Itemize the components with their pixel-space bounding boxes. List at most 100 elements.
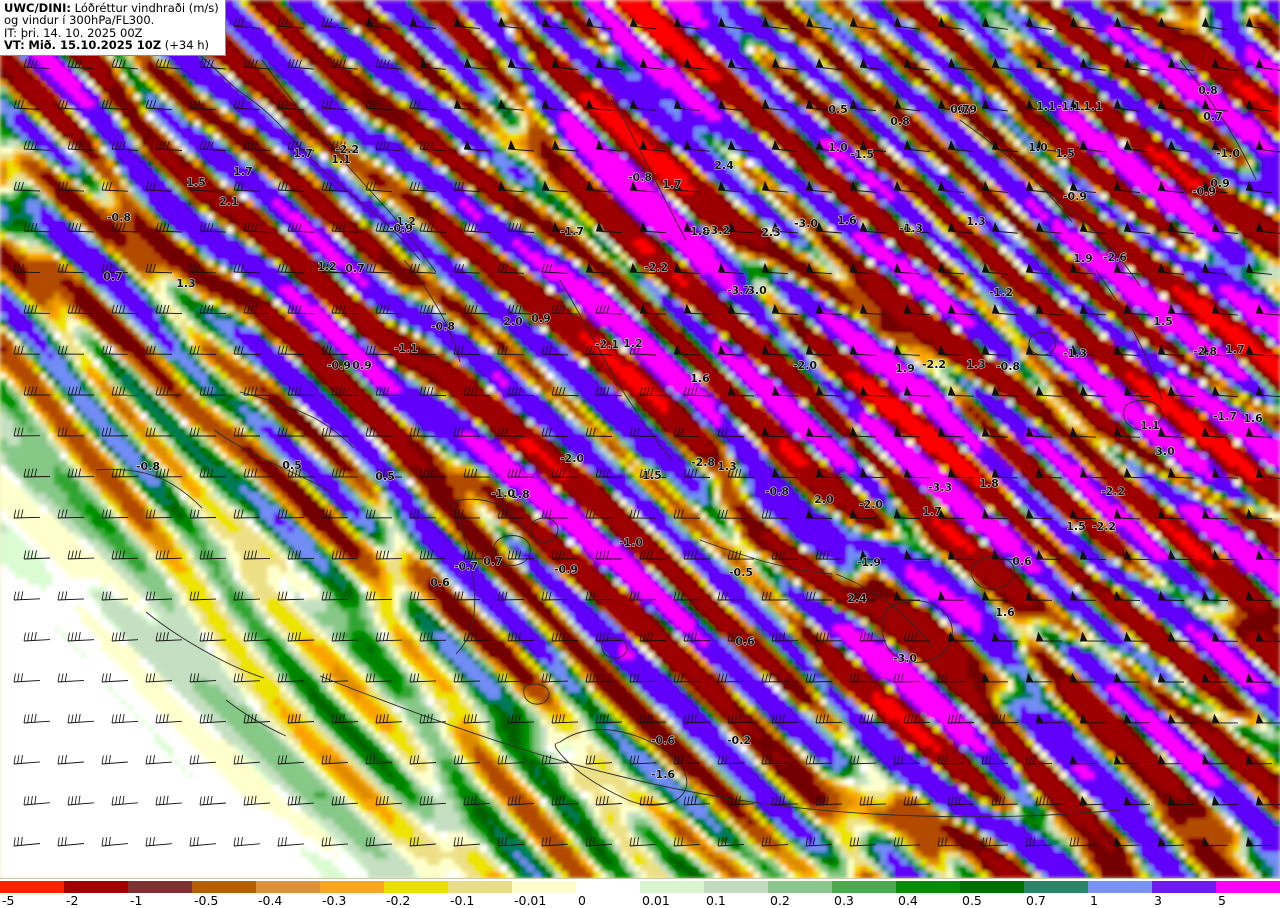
wind-barb (277, 427, 305, 437)
wind-barb (673, 755, 701, 765)
wind-barb (1025, 837, 1053, 847)
wind-barb (111, 632, 139, 642)
wind-barb (771, 58, 798, 71)
color-scale-tick: -1 (130, 893, 143, 908)
wind-barb (893, 755, 921, 765)
wind-barb (1035, 467, 1063, 479)
wind-barb (595, 140, 622, 152)
wind-barb (67, 795, 94, 806)
extrema-label: 0.6 (430, 576, 450, 589)
wind-barb (717, 509, 745, 519)
color-swatch (1216, 881, 1280, 893)
wind-barb (453, 755, 481, 765)
wind-barb (321, 345, 349, 356)
wind-barb (629, 837, 656, 847)
wind-barb (321, 509, 349, 519)
wind-barb (1255, 385, 1280, 398)
wind-barb (1211, 467, 1239, 479)
wind-barb (243, 632, 271, 642)
wind-barb (727, 140, 754, 152)
wind-barb (111, 795, 138, 806)
wind-barb (585, 262, 613, 274)
wind-barb (639, 714, 667, 724)
wind-barb (321, 836, 348, 847)
color-scale-tick: 5 (1218, 893, 1226, 908)
wind-barb (805, 17, 832, 30)
wind-barb (1069, 672, 1097, 683)
color-swatch (1024, 881, 1088, 893)
wind-barb (849, 673, 877, 683)
extrema-label: -3.7 (727, 284, 751, 297)
wind-barb (497, 673, 525, 683)
extrema-label: 1.3 (176, 277, 196, 290)
extrema-label: 2.0 (503, 315, 523, 328)
wind-barb (189, 99, 216, 111)
wind-barb (937, 508, 965, 520)
wind-barb (1113, 344, 1140, 357)
coastline (493, 535, 531, 566)
wind-barb (1255, 304, 1280, 316)
wind-barb (277, 591, 305, 601)
wind-barb (1035, 549, 1063, 560)
extrema-label: 1.7 (922, 505, 942, 518)
wind-barb (375, 550, 403, 560)
extrema-label: 0.5 (282, 459, 302, 472)
wind-barb (981, 590, 1009, 601)
wind-barb (541, 673, 569, 683)
wind-barb (761, 426, 789, 438)
wind-barb (321, 673, 349, 683)
wind-barb (1123, 385, 1151, 397)
extrema-label: -2.8 (1193, 345, 1217, 358)
extrema-label: -0.5 (729, 566, 753, 579)
wind-barb (673, 99, 700, 111)
extrema-label: 1.9 (895, 362, 915, 375)
wind-barb (233, 99, 260, 111)
wind-barb (1245, 836, 1273, 847)
color-swatch (1152, 881, 1216, 893)
wind-barb (277, 673, 305, 683)
wind-barb (629, 17, 656, 30)
wind-barb (199, 222, 227, 233)
wind-barb (57, 509, 85, 519)
wind-barb (727, 58, 754, 71)
wind-barb (67, 58, 94, 70)
color-swatch (960, 881, 1024, 893)
wind-barb (101, 427, 129, 437)
extrema-label: -3.3 (928, 481, 952, 494)
coastline (261, 59, 437, 273)
wind-barb (155, 386, 183, 396)
wind-barb (277, 17, 304, 29)
wind-barb (937, 673, 965, 683)
wind-barb (947, 303, 974, 316)
wind-barb (815, 796, 843, 806)
extrema-label: 1.1 (331, 153, 351, 166)
weather-map[interactable]: -0.8 0.7 1.3 1.5 2.1 1.7 1.7 1.1 1.2 0.7 -2.2 1.2 -0… (0, 0, 1280, 878)
wind-barb (331, 550, 359, 560)
wind-barb (673, 262, 701, 275)
wind-barb (727, 632, 755, 642)
wind-barb (409, 17, 436, 29)
wind-barb (57, 754, 84, 765)
color-scale[interactable]: -5 -2 -1 -0.5 -0.4 -0.3 -0.2 -0.1 -0.01 0 0.01 0.1 0… (0, 878, 1280, 908)
wind-barb (13, 673, 40, 683)
wind-barb (453, 99, 480, 111)
wind-barb (321, 263, 349, 274)
wind-barb (57, 591, 85, 601)
extrema-label: -0.7 (454, 560, 478, 573)
wind-barb (375, 468, 402, 478)
wind-barb (859, 467, 887, 479)
wind-barb (585, 673, 613, 683)
wind-barb (585, 509, 613, 519)
wind-barb (1211, 549, 1239, 561)
wind-barb (893, 837, 921, 847)
wind-barb (155, 468, 183, 478)
extrema-label: 1.6 (1243, 412, 1263, 425)
color-scale-tick: -0.4 (258, 893, 283, 908)
wind-barb (771, 221, 798, 234)
wind-barb (277, 345, 305, 355)
wind-barb (463, 468, 491, 478)
extrema-label: 0.6 (735, 635, 755, 648)
wind-barb (199, 713, 227, 724)
wind-barb-layer (13, 17, 1280, 847)
wind-barb (365, 591, 393, 601)
